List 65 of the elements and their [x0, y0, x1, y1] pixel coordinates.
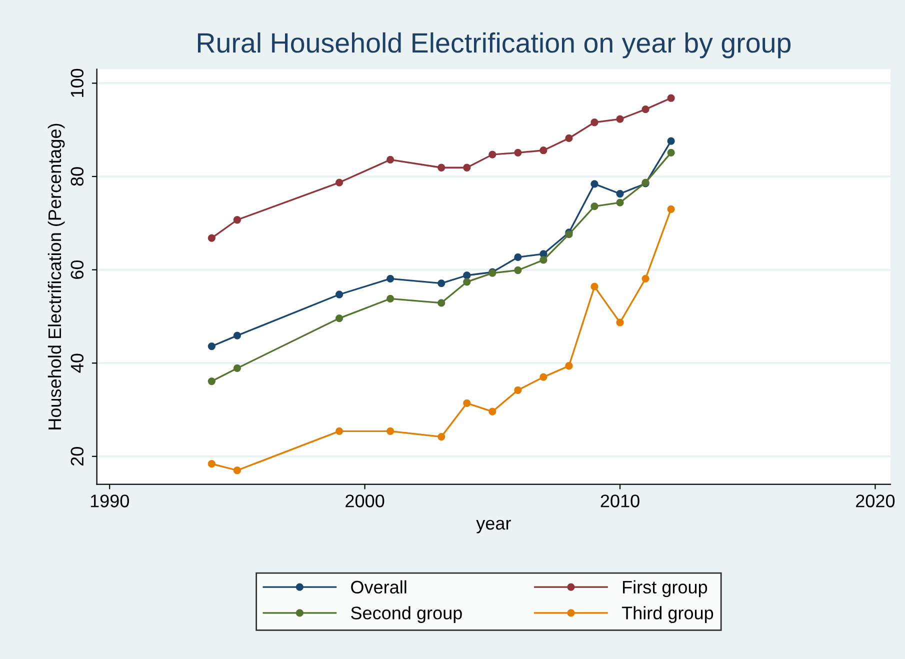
point [488, 150, 496, 158]
point [616, 115, 624, 123]
chart-title: Rural Household Electrification on year by group [198, 32, 791, 58]
point [514, 148, 522, 157]
point [642, 105, 650, 114]
point [667, 137, 675, 145]
point [438, 299, 446, 307]
point [438, 164, 446, 172]
point [335, 427, 344, 436]
point [208, 460, 216, 468]
point [642, 274, 650, 282]
point [335, 290, 344, 298]
y-tick-label: 60 [70, 260, 84, 279]
point [463, 399, 471, 408]
x-axis-title: year [476, 520, 511, 534]
point [616, 318, 624, 326]
x-tick-label: 2000 [346, 494, 384, 508]
point [438, 432, 446, 441]
point [616, 190, 624, 198]
point [488, 408, 496, 416]
point [540, 256, 548, 264]
point [386, 274, 394, 282]
point [335, 314, 344, 322]
point [590, 180, 598, 188]
y-tick-label: 100 [70, 68, 84, 97]
legend-label: Overall [351, 580, 406, 594]
point [667, 148, 675, 157]
point [438, 279, 446, 288]
point [208, 342, 216, 350]
point [386, 427, 394, 436]
point [208, 377, 216, 386]
y-tick-label: 80 [70, 167, 84, 186]
legend-label: Third group [622, 606, 714, 623]
point [463, 164, 471, 172]
y-axis-title: Household Electrification (Percentage) [48, 124, 65, 430]
point [386, 294, 394, 303]
point [667, 94, 675, 102]
point [667, 205, 675, 213]
point [233, 332, 242, 340]
point [514, 386, 522, 394]
point [335, 178, 344, 186]
point [208, 234, 216, 242]
point [514, 266, 522, 274]
point [233, 364, 242, 372]
x-tick-label: 2010 [600, 494, 640, 508]
point [463, 278, 471, 286]
point [540, 373, 548, 381]
point [386, 156, 394, 164]
legend-label: Second group [351, 606, 462, 623]
point [233, 216, 242, 224]
point [233, 466, 242, 474]
point [616, 198, 624, 206]
point [590, 202, 598, 210]
y-tick-label: 20 [70, 447, 84, 466]
x-tick-label: 2020 [856, 494, 895, 508]
point [565, 134, 573, 142]
x-tick-label: 1990 [90, 494, 129, 508]
point [540, 146, 548, 154]
point [514, 253, 522, 262]
legend-label: First group [623, 580, 708, 598]
point [590, 118, 598, 126]
y-tick-label: 40 [70, 354, 84, 373]
point [463, 272, 471, 280]
point [590, 282, 598, 290]
point [565, 362, 573, 370]
